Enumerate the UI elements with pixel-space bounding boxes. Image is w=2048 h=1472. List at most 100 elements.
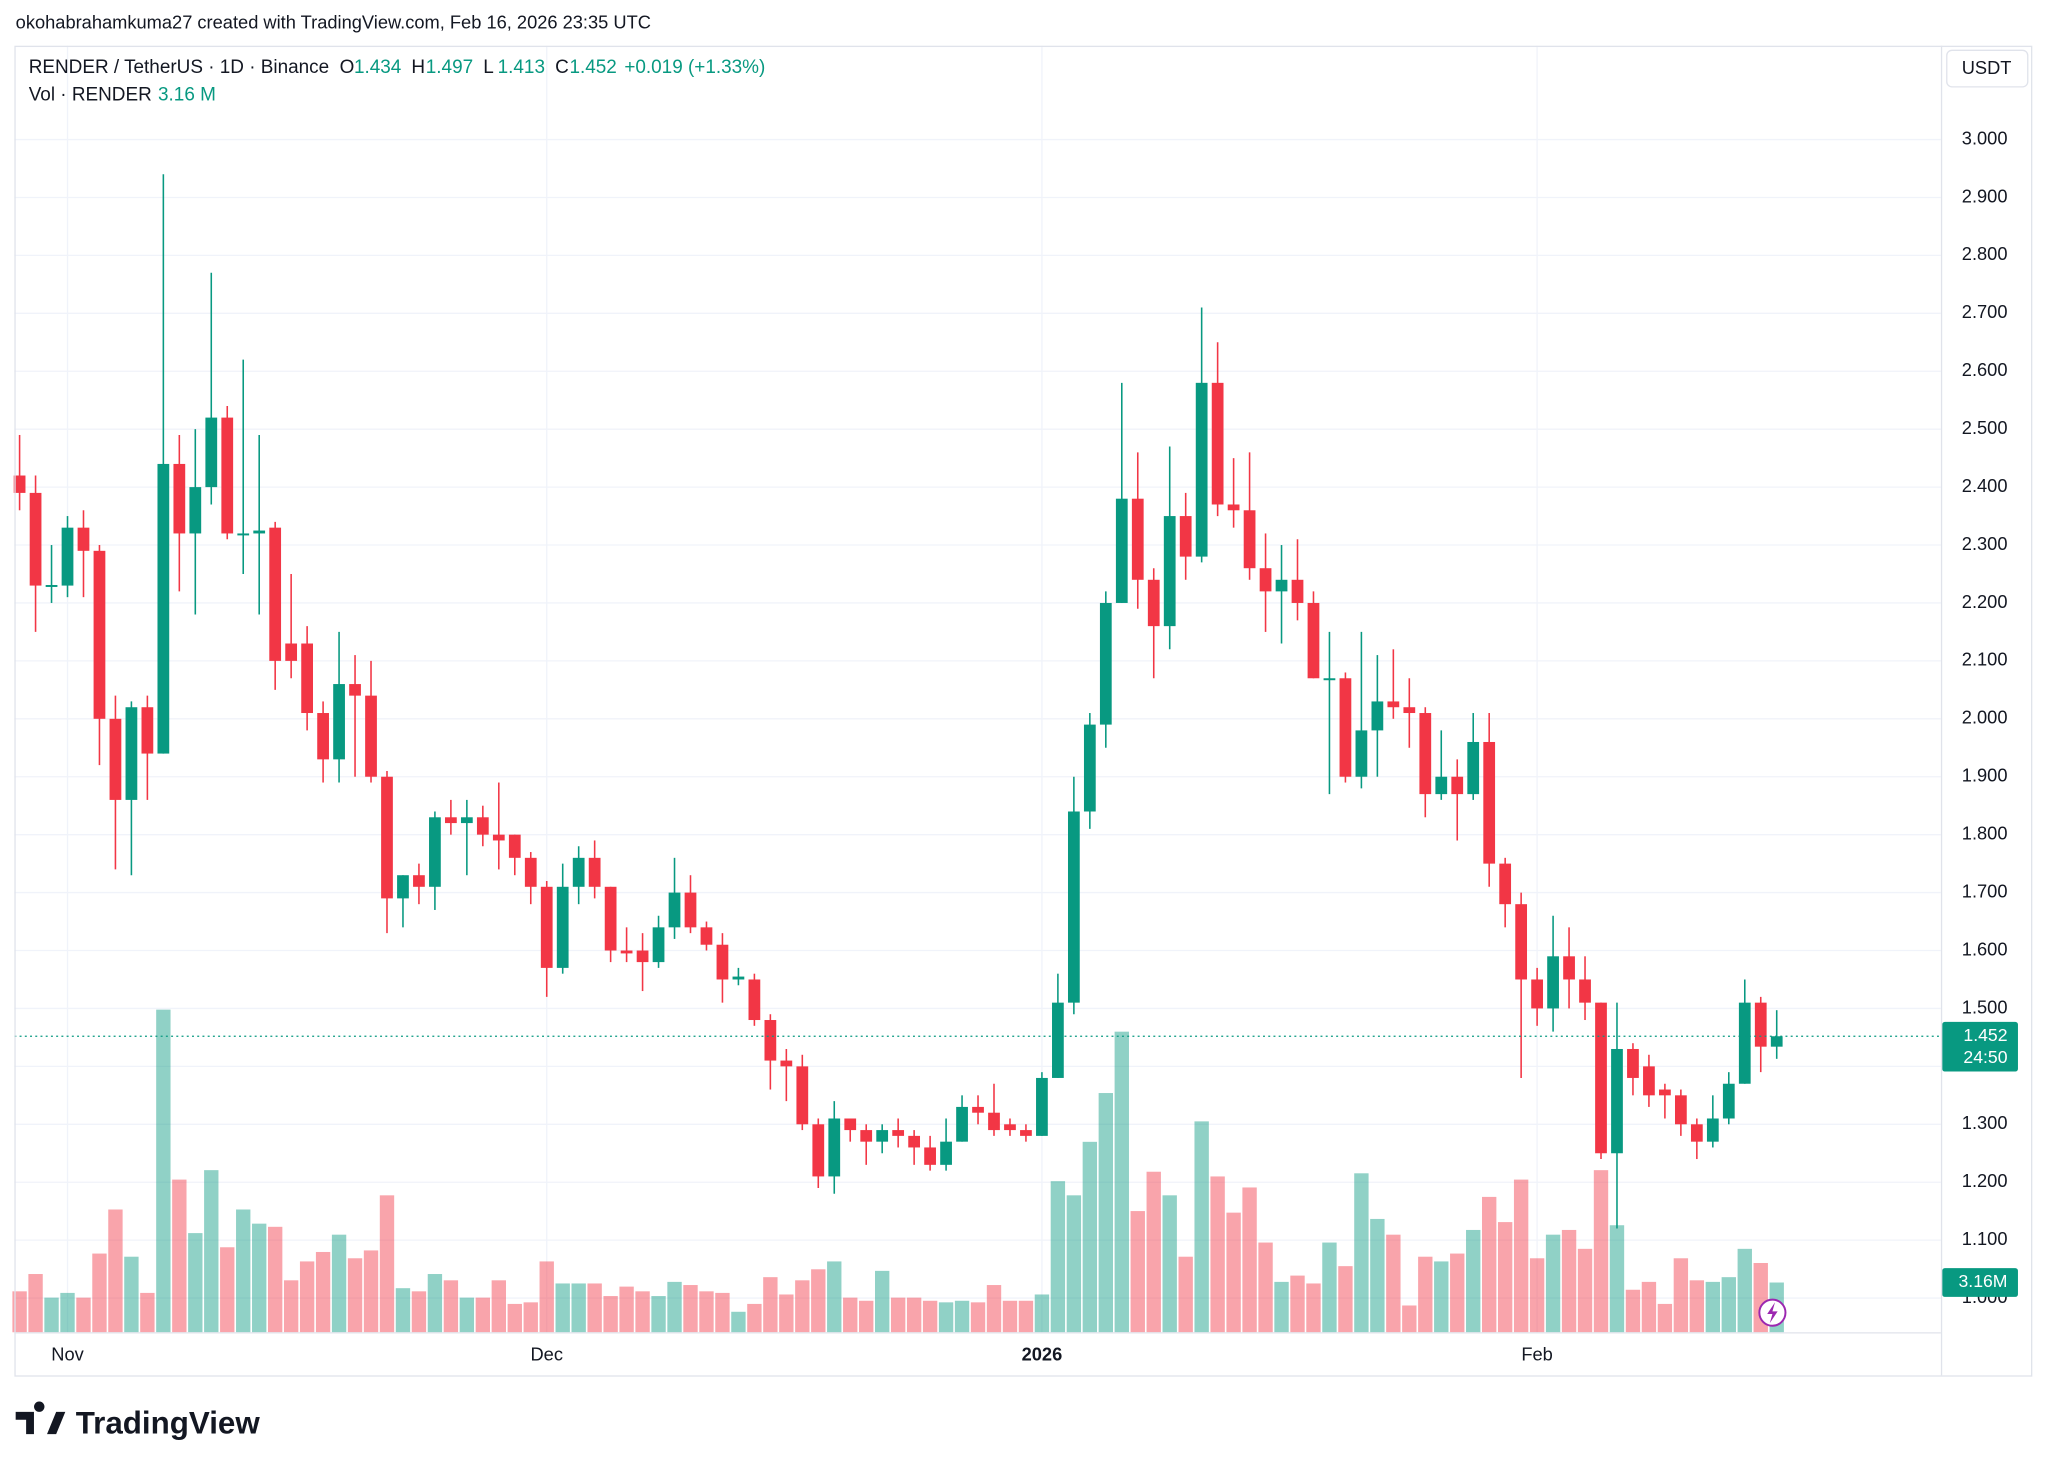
volume-bar [1657, 1303, 1673, 1333]
volume-bar [1114, 1031, 1129, 1333]
symbol-title: RENDER / TetherUS · 1D · Binance [29, 57, 329, 78]
candle-body [700, 927, 713, 945]
candle-body [1307, 602, 1320, 679]
candle-body [29, 492, 42, 586]
candle-body [349, 684, 361, 696]
candle-body [77, 527, 90, 551]
candle-body [1052, 1002, 1064, 1078]
candle-body [1674, 1095, 1687, 1125]
volume-pane [12, 1009, 1784, 1333]
candle-body [1467, 741, 1480, 795]
currency-label[interactable]: USDT [1962, 57, 2012, 78]
candle-body [460, 817, 473, 824]
candle-body [333, 684, 345, 760]
candle-body [1627, 1048, 1639, 1078]
candle-body [1243, 510, 1256, 569]
volume-bar [1018, 1300, 1034, 1333]
ohlc-value: 1.434 [354, 57, 401, 78]
ohlc-value: 1.413 [498, 57, 545, 78]
volume-bar [651, 1296, 666, 1333]
candle-body [173, 463, 186, 534]
y-tick-label: 1.700 [1962, 880, 2008, 901]
y-tick-label: 1.300 [1962, 1112, 2008, 1133]
volume-bar [954, 1300, 970, 1333]
volume-bar [1737, 1248, 1752, 1333]
candle-body [205, 417, 218, 488]
candle-body [1099, 602, 1112, 725]
x-tick-label: Dec [530, 1344, 562, 1365]
y-tick-label: 2.800 [1962, 243, 2008, 264]
volume-bar [1593, 1170, 1609, 1333]
candle-body [1690, 1124, 1703, 1142]
candle-body [1083, 724, 1096, 812]
y-tick-label: 2.600 [1962, 359, 2008, 380]
volume-bar [1226, 1212, 1241, 1333]
candle-body [636, 950, 649, 963]
volume-bar [1545, 1234, 1561, 1333]
ohlc-value: 1.452 [569, 57, 616, 78]
candle-body [1227, 504, 1240, 511]
candle-body [892, 1130, 905, 1136]
volume-bar [1146, 1171, 1161, 1333]
price-tag-value: 1.452 [1963, 1025, 2007, 1045]
candle-body [796, 1066, 809, 1125]
y-tick-label: 3.000 [1962, 127, 2008, 148]
candle-body [1706, 1118, 1719, 1142]
volume-bar [1497, 1222, 1513, 1333]
volume-bar [731, 1311, 746, 1333]
volume-bar [1625, 1289, 1641, 1333]
candle-body [285, 643, 298, 661]
volume-bar [1130, 1211, 1145, 1333]
candle-body [508, 834, 521, 858]
volume-bar [1082, 1141, 1098, 1333]
volume-bar [1258, 1242, 1273, 1333]
volume-bar [555, 1283, 570, 1333]
volume-bar [299, 1261, 315, 1333]
candle-body [620, 950, 633, 954]
candle-body [1259, 568, 1272, 592]
volume-bar [108, 1209, 123, 1333]
volume-bar [1641, 1281, 1657, 1333]
change: +0.019 (+1.33%) [624, 57, 765, 78]
volume-title: Vol · RENDER [29, 84, 152, 105]
candle-body [93, 550, 106, 719]
volume-bar [331, 1234, 347, 1333]
candle-body [1275, 579, 1288, 592]
volume-bar [1370, 1218, 1385, 1333]
y-tick-label: 2.700 [1962, 301, 2008, 322]
volume-bar [795, 1280, 810, 1333]
volume-bar [507, 1303, 522, 1333]
volume-bar [1098, 1093, 1113, 1333]
candle-body [716, 944, 729, 980]
candle-body [1754, 1002, 1767, 1047]
candle-body [492, 834, 505, 841]
volume-bar [1066, 1195, 1082, 1333]
y-tick-label: 1.900 [1962, 765, 2008, 786]
candle-body [1195, 382, 1208, 557]
candle-body [1371, 701, 1384, 731]
volume-bar [60, 1292, 75, 1333]
y-tick-label: 2.300 [1962, 533, 2008, 554]
candle-body [1770, 1036, 1783, 1047]
candle-body [1339, 678, 1352, 777]
currency-button[interactable] [1946, 49, 2029, 88]
candle-body [45, 585, 58, 587]
candle-body [844, 1118, 857, 1131]
volume-bar [140, 1292, 155, 1333]
volume-bar [1194, 1121, 1209, 1333]
y-tick-label: 1.100 [1962, 1228, 2008, 1249]
volume-bar [922, 1300, 938, 1333]
volume-bar [1178, 1256, 1193, 1333]
volume-bar [427, 1274, 443, 1333]
candle-body [764, 1020, 777, 1061]
x-tick-label: 2026 [1022, 1344, 1063, 1365]
candle-body [1291, 579, 1304, 603]
volume-bar [747, 1303, 762, 1333]
brand: TradingView [76, 1405, 261, 1440]
candle-body [61, 527, 74, 586]
volume-bar [411, 1291, 427, 1333]
volume-bar [986, 1285, 1002, 1333]
candle-body [1211, 382, 1224, 505]
